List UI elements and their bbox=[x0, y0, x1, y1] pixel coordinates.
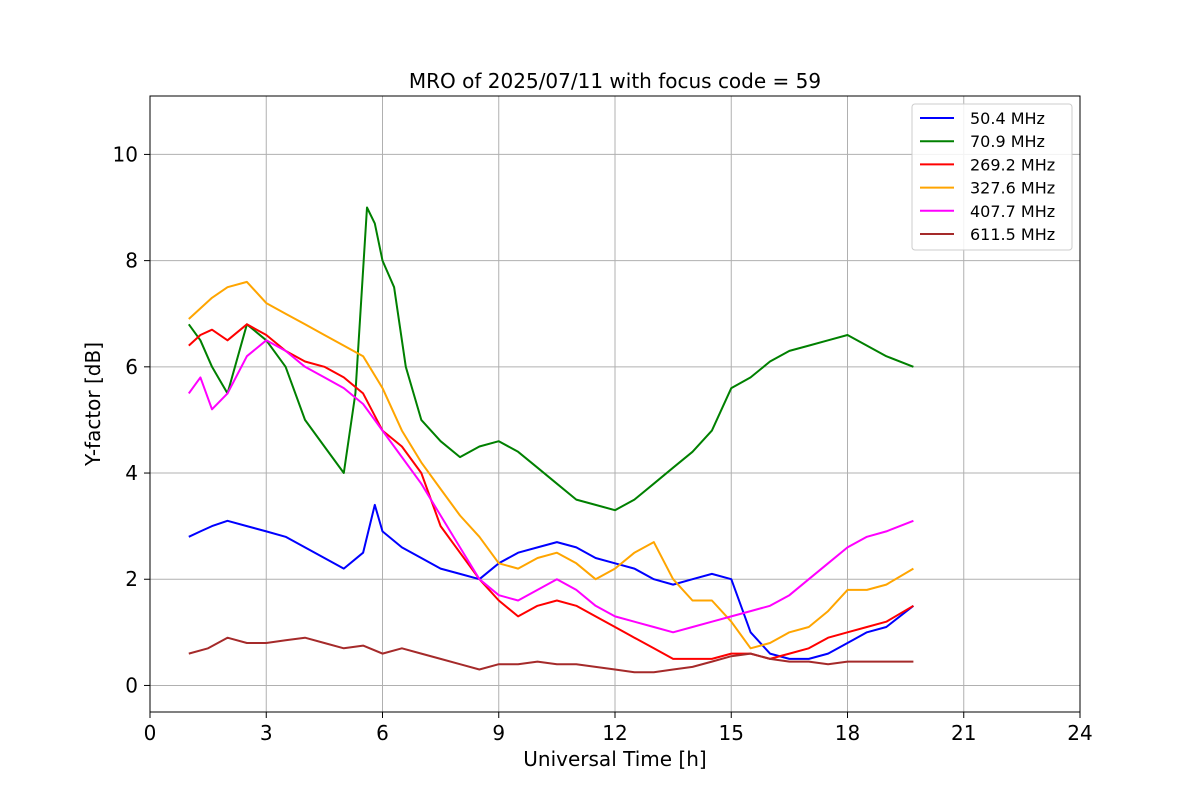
y-tick-label: 6 bbox=[125, 355, 138, 379]
y-tick-label: 0 bbox=[125, 673, 138, 697]
x-tick-label: 15 bbox=[719, 721, 744, 745]
series-line-1 bbox=[187, 206, 914, 512]
series-line-5 bbox=[188, 636, 914, 674]
x-tick-label: 0 bbox=[144, 721, 157, 745]
legend: 50.4 MHz 70.9 MHz 269.2 MHz 327.6 MHz 407.7… bbox=[911, 103, 1073, 251]
series-line-3 bbox=[188, 280, 914, 650]
legend-label: 327.6 MHz bbox=[970, 179, 1055, 198]
x-tick-label: 9 bbox=[492, 721, 505, 745]
x-axis-label: Universal Time [h] bbox=[523, 747, 706, 771]
legend-label: 269.2 MHz bbox=[970, 155, 1055, 174]
series-line-4 bbox=[187, 339, 914, 634]
legend-label: 50.4 MHz bbox=[970, 109, 1045, 128]
x-tick-label: 18 bbox=[835, 721, 860, 745]
legend-label: 407.7 MHz bbox=[970, 202, 1055, 221]
y-tick-label: 8 bbox=[125, 249, 138, 273]
series-line-2 bbox=[188, 323, 914, 660]
series-lines bbox=[187, 206, 915, 674]
x-axis-ticks: 0 3 6 9 12 15 18 21 24 bbox=[144, 712, 1093, 745]
y-tick-label: 10 bbox=[113, 142, 138, 166]
y-axis-label: Y-factor [dB] bbox=[81, 342, 105, 467]
x-tick-label: 21 bbox=[951, 721, 976, 745]
x-tick-label: 24 bbox=[1067, 721, 1092, 745]
legend-label: 70.9 MHz bbox=[970, 132, 1045, 151]
chart-title: MRO of 2025/07/11 with focus code = 59 bbox=[409, 69, 821, 93]
x-tick-label: 3 bbox=[260, 721, 273, 745]
y-tick-label: 4 bbox=[125, 461, 138, 485]
y-axis-ticks: 0 2 4 6 8 10 bbox=[113, 142, 150, 697]
y-tick-label: 2 bbox=[125, 567, 138, 591]
legend-label: 611.5 MHz bbox=[970, 225, 1055, 244]
x-tick-label: 12 bbox=[602, 721, 627, 745]
x-tick-label: 6 bbox=[376, 721, 389, 745]
